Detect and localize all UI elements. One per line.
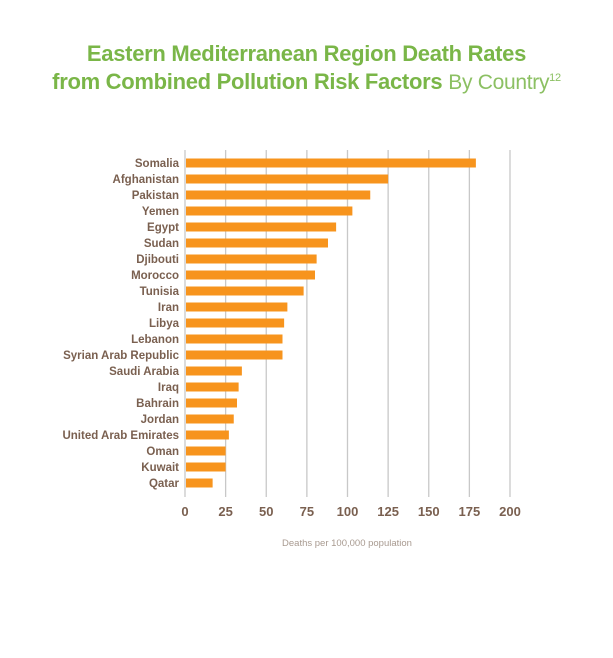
chart-title-line-1: Eastern Mediterranean Region Death Rates (86, 41, 527, 66)
bar (186, 158, 476, 168)
bar (186, 222, 337, 232)
category-label: Sudan (144, 238, 179, 250)
bar (186, 254, 317, 264)
chart-subtitle-footnote: 12 (549, 72, 561, 84)
bar (186, 478, 213, 488)
bar (186, 398, 237, 408)
bar (186, 318, 285, 328)
category-label: Djibouti (136, 254, 179, 266)
x-tick-label: 150 (418, 504, 440, 519)
chart-subtitle-text: By Country (448, 71, 550, 94)
category-label: Yemen (142, 206, 179, 218)
category-label: Syrian Arab Republic (63, 350, 179, 362)
bars (186, 158, 476, 488)
x-axis-title: Deaths per 100,000 population (282, 538, 412, 549)
category-label: Morocco (131, 270, 179, 282)
category-label: Kuwait (141, 462, 179, 474)
bar (186, 270, 315, 280)
category-label: Afghanistan (113, 174, 179, 186)
category-label: United Arab Emirates (62, 430, 179, 442)
x-tick-label: 100 (337, 504, 359, 519)
category-label: Saudi Arabia (109, 366, 179, 378)
category-label: Jordan (141, 414, 179, 426)
category-label: Tunisia (140, 286, 180, 298)
chart-subtitle: By Country12 (448, 71, 561, 94)
category-label: Somalia (135, 158, 180, 170)
bar (186, 382, 239, 392)
bar (186, 286, 304, 296)
bar (186, 414, 234, 424)
x-tick-label: 50 (259, 504, 273, 519)
category-label: Iraq (158, 382, 179, 394)
category-label: Qatar (149, 478, 180, 490)
category-label: Iran (158, 302, 179, 314)
x-tick-labels: 0 25 50 75 100 125 150 175 200 (181, 504, 520, 519)
x-tick-label: 175 (459, 504, 481, 519)
bar (186, 206, 353, 216)
bar (186, 462, 226, 472)
bar (186, 190, 371, 200)
bar (186, 350, 283, 360)
chart-title-line-2: from Combined Pollution Risk Factors By C… (0, 68, 613, 97)
category-labels: Somalia Afghanistan Pakistan Yemen Egypt Suda… (62, 158, 179, 490)
x-tick-label: 75 (300, 504, 314, 519)
category-label: Oman (146, 446, 179, 458)
category-label: Egypt (147, 222, 179, 234)
category-label: Pakistan (132, 190, 179, 202)
x-tick-label: 200 (499, 504, 521, 519)
x-tick-label: 0 (181, 504, 188, 519)
chart-title-block: Eastern Mediterranean Region Death Rates… (0, 40, 613, 97)
bar (186, 430, 229, 440)
bar (186, 238, 328, 248)
bar (186, 174, 389, 184)
bar (186, 302, 288, 312)
x-tick-label: 25 (218, 504, 232, 519)
bar (186, 446, 226, 456)
chart-title-line-2-text: from Combined Pollution Risk Factors (52, 69, 443, 94)
x-tick-label: 125 (377, 504, 399, 519)
bar (186, 366, 242, 376)
bar (186, 334, 283, 344)
category-label: Lebanon (131, 334, 179, 346)
category-label: Libya (149, 318, 180, 330)
category-label: Bahrain (136, 398, 179, 410)
